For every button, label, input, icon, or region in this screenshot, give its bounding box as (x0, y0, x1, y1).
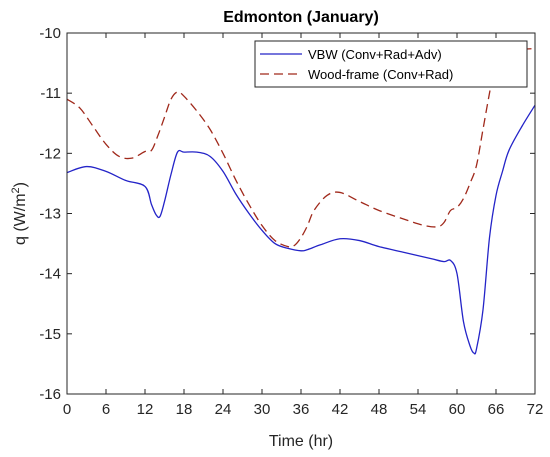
y-axis-label-main: q (W/m (12, 193, 29, 245)
chart-title: Edmonton (January) (223, 9, 379, 26)
ticks-layer: 0 6 12 18 24 30 36 42 48 54 60 66 72 -16 -15 -14 -13 -12 -… (39, 25, 543, 418)
y-tick-label: -11 (40, 85, 61, 102)
y-tick-label: -15 (39, 326, 61, 343)
legend-label-vbw: VBW (Conv+Rad+Adv) (308, 47, 442, 62)
legend-box (254, 40, 528, 88)
y-tick-label: -16 (39, 386, 61, 403)
x-tick-label: 42 (332, 401, 349, 418)
y-axis-label-end: ) (12, 182, 29, 187)
x-axis-label: Time (hr) (269, 433, 333, 450)
x-tick-label: 18 (176, 401, 193, 418)
series-layer (66, 47, 536, 355)
x-tick-label: 72 (527, 401, 544, 418)
x-tick-label: 54 (410, 401, 427, 418)
series-line-wood-frame (66, 47, 536, 248)
y-tick-label: -10 (39, 25, 61, 42)
legend: VBW (Conv+Rad+Adv) Wood-frame (Conv+Rad) (254, 40, 528, 88)
x-tick-label: 12 (137, 401, 154, 418)
x-tick-label: 0 (63, 401, 71, 418)
x-tick-label: 36 (293, 401, 310, 418)
legend-label-wood-frame: Wood-frame (Conv+Rad) (308, 67, 453, 82)
y-tick-label: -14 (39, 266, 61, 283)
x-tick-label: 30 (254, 401, 271, 418)
x-tick-label: 60 (449, 401, 466, 418)
y-axis-label: q (W/m2) (10, 182, 29, 245)
y-axis-label-sup: 2 (10, 187, 22, 193)
x-tick-label: 6 (102, 401, 110, 418)
series-line-vbw (66, 104, 536, 355)
x-tick-label: 48 (371, 401, 388, 418)
plot-area (67, 33, 535, 394)
x-tick-label: 24 (215, 401, 232, 418)
y-tick-label: -12 (39, 145, 61, 162)
y-tick-label: -13 (39, 206, 61, 223)
x-tick-label: 66 (488, 401, 505, 418)
